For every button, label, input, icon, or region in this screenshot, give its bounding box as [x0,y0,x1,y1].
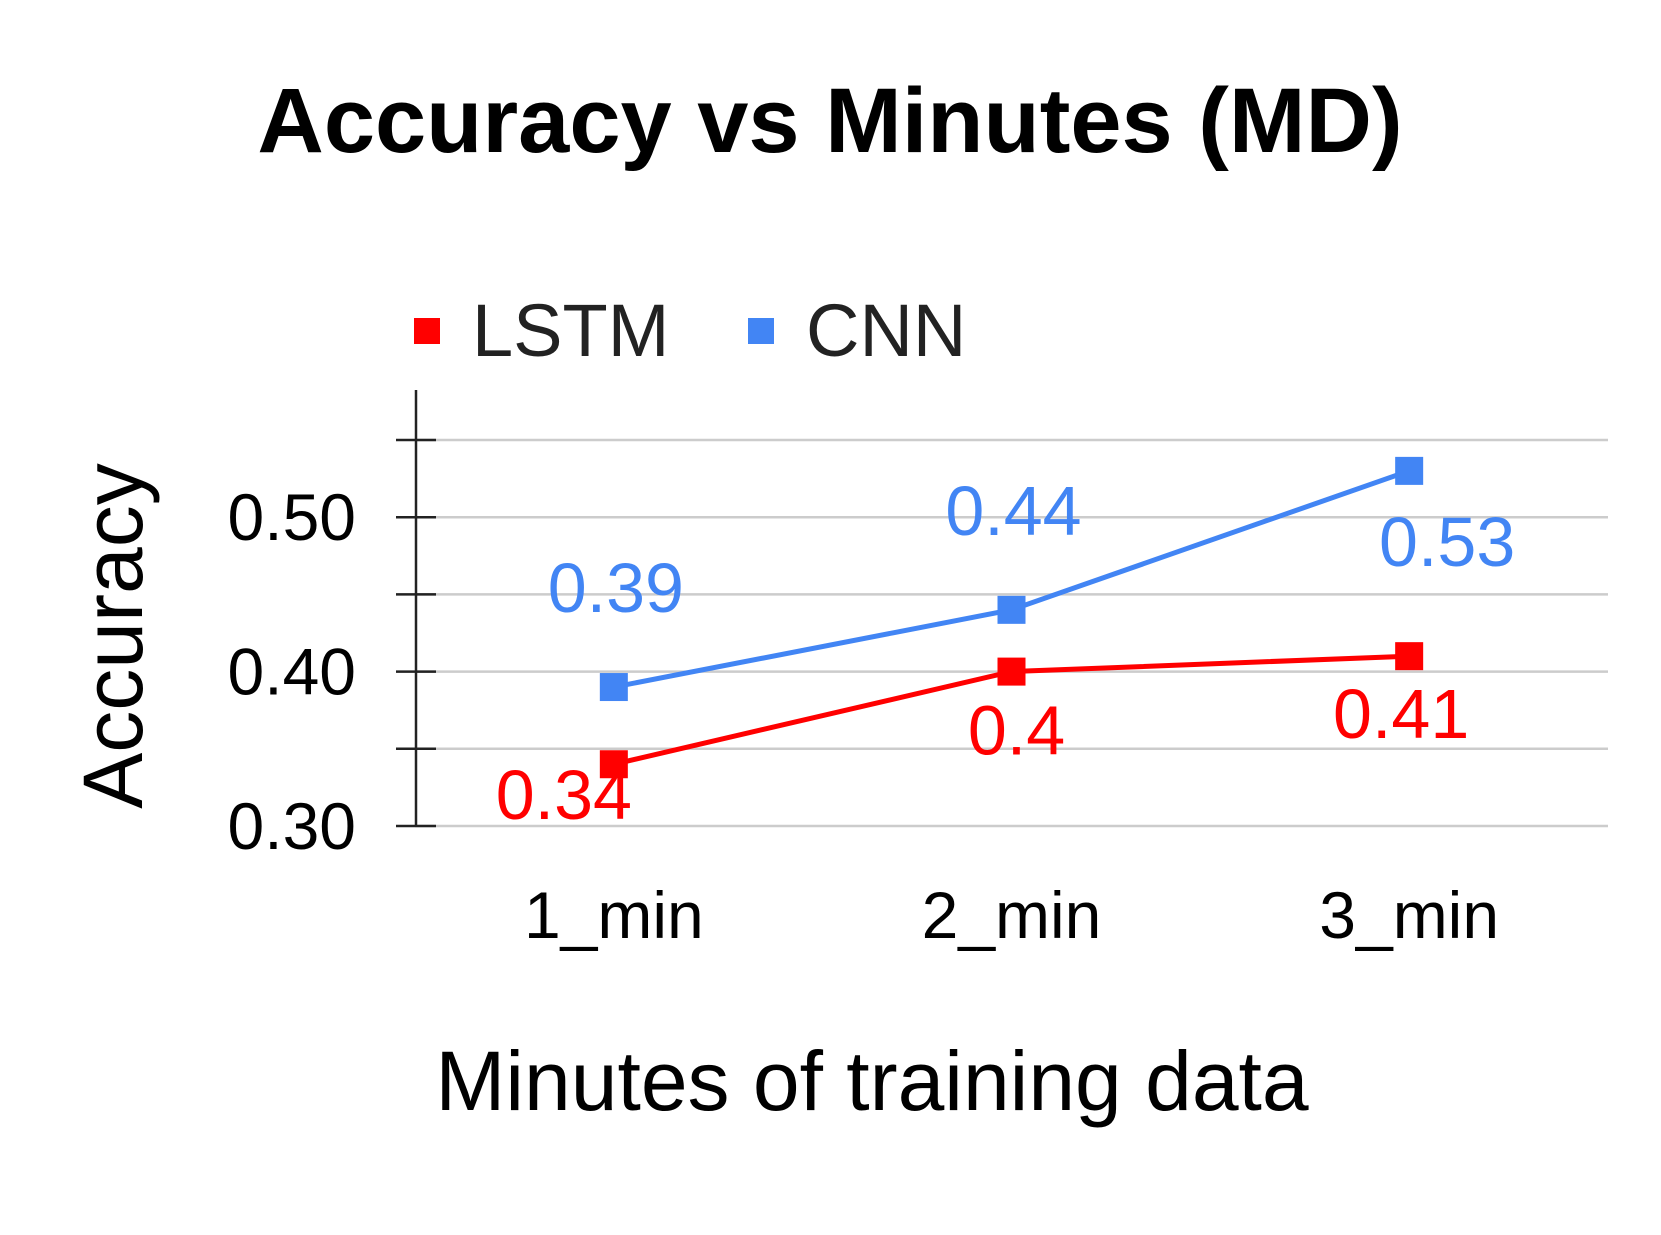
series-layer: 0.34 0.4 0.41 0.39 0.44 0.53 [496,456,1515,834]
legend-label-cnn: CNN [806,289,966,372]
data-label: 0.53 [1379,503,1515,581]
x-tick-label: 3_min [1319,878,1499,952]
chart-title: Accuracy vs Minutes (MD) [257,70,1402,172]
legend-label-lstm: LSTM [472,289,669,372]
y-tick-label: 0.30 [228,789,356,863]
data-point [599,673,628,702]
y-tick-label: 0.40 [228,635,356,709]
data-point [997,595,1026,624]
x-axis: 1_min 2_min 3_min [524,878,1499,952]
x-axis-label: Minutes of training data [435,1034,1308,1128]
data-label: 0.4 [968,692,1065,770]
data-label: 0.41 [1333,675,1469,753]
x-tick-label: 2_min [922,878,1102,952]
data-point [997,657,1026,686]
data-label: 0.39 [548,549,684,627]
data-point [599,750,628,779]
data-label: 0.44 [945,472,1081,550]
y-tick-label: 0.50 [228,480,356,554]
legend-swatch-cnn [748,318,774,344]
y-axis: 0.30 0.40 0.50 [228,390,436,863]
legend: LSTM CNN [414,289,966,372]
series-cnn: 0.39 0.44 0.53 [548,456,1515,702]
x-tick-label: 1_min [524,878,704,952]
series-lstm: 0.34 0.4 0.41 [496,642,1469,834]
data-point [1395,456,1424,485]
legend-swatch-lstm [414,318,440,344]
data-label: 0.34 [496,756,632,834]
y-axis-label: Accuracy [66,463,160,808]
data-point [1395,642,1424,671]
